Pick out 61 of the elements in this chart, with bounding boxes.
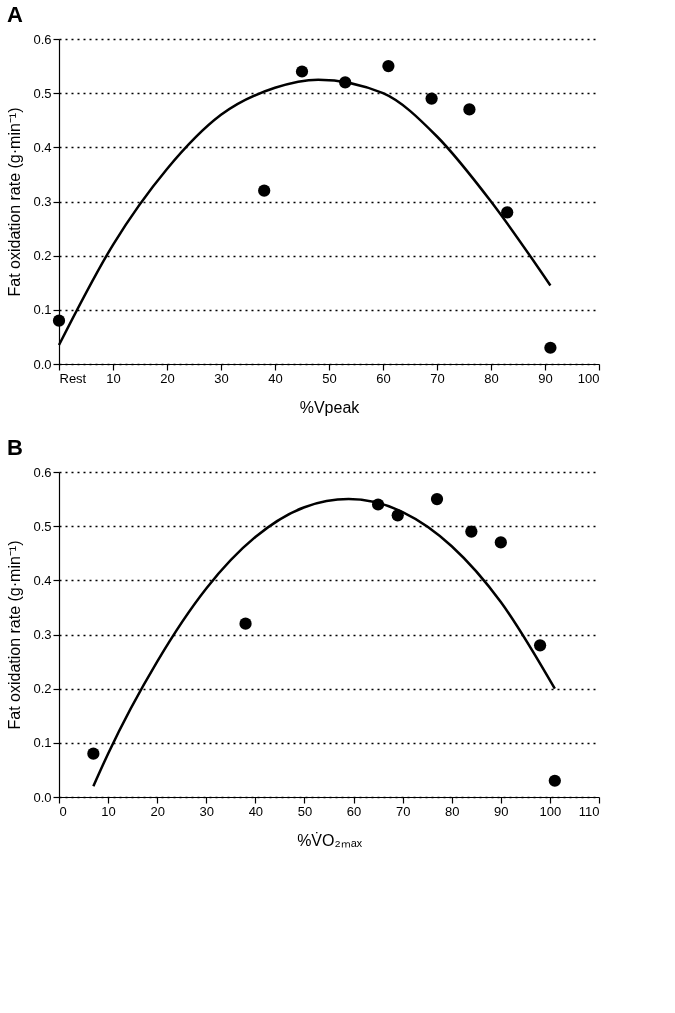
y-tick-label: 0.6 [33, 464, 52, 480]
point [548, 774, 561, 787]
point [463, 103, 476, 116]
y-axis-title: Fat oxidation rate (g·min⁻¹) [6, 540, 24, 730]
x-tick-label: 100 [539, 803, 562, 819]
point [533, 639, 547, 652]
x-tick-label: 60 [376, 370, 391, 386]
x-tick-label: 110 [578, 803, 600, 819]
y-tick-label: 0.3 [33, 627, 52, 642]
point [52, 314, 66, 327]
point [425, 92, 438, 105]
point [544, 341, 557, 354]
y-tick-label: 0.1 [33, 735, 52, 751]
y-tick-label: 0.0 [33, 789, 52, 805]
y-axis-title: Fat oxidation rate (g·min⁻¹) [6, 107, 24, 297]
chart-title: B [6, 435, 23, 460]
point [371, 498, 385, 511]
point [295, 65, 309, 78]
x-tick-label: 100 [577, 370, 600, 386]
x-tick-label: 80 [484, 370, 499, 386]
x-tick-label: 50 [322, 370, 337, 386]
point [87, 747, 100, 760]
point [391, 509, 404, 522]
y-tick-label: 0.1 [33, 302, 52, 318]
point [494, 536, 507, 549]
point [501, 206, 514, 219]
x-tick-label: 10 [101, 803, 116, 819]
x-tick-label: Rest [59, 370, 87, 386]
point [258, 184, 271, 197]
x-tick-label: 30 [199, 803, 215, 819]
x-tick-label: 70 [430, 370, 445, 386]
y-tick-label: 0.5 [33, 85, 52, 101]
x-tick-label: 70 [395, 803, 411, 819]
x-tick-label: 60 [346, 803, 362, 819]
x-tick-label: 80 [444, 803, 460, 819]
y-tick-label: 0.4 [33, 572, 52, 588]
x-tick-label: 30 [214, 370, 229, 386]
x-tick-label: 90 [494, 803, 509, 819]
x-tick-label: 90 [538, 370, 553, 386]
x-axis-title: %Vpeak [299, 398, 361, 416]
y-tick-label: 0.6 [33, 31, 52, 47]
x-axis-title: %V̇O₂ₘₐₓ [297, 831, 363, 849]
chart-title: A [6, 2, 23, 27]
x-tick-label: 20 [160, 370, 175, 386]
x-tick-label: 40 [268, 370, 283, 386]
x-tick-label: 0 [59, 803, 67, 819]
x-tick-label: 10 [106, 370, 121, 386]
y-tick-label: 0.2 [33, 681, 52, 697]
point [339, 76, 352, 89]
y-tick-label: 0.2 [33, 248, 52, 264]
x-tick-label: 50 [297, 803, 313, 819]
point [239, 617, 252, 630]
y-tick-label: 0.0 [33, 356, 52, 372]
x-tick-label: 20 [150, 803, 165, 819]
y-tick-label: 0.5 [33, 518, 52, 534]
point [465, 525, 478, 538]
y-tick-label: 0.3 [33, 194, 52, 209]
y-tick-label: 0.4 [33, 139, 52, 155]
point [382, 59, 395, 73]
point [430, 492, 444, 506]
x-tick-label: 40 [248, 803, 264, 819]
